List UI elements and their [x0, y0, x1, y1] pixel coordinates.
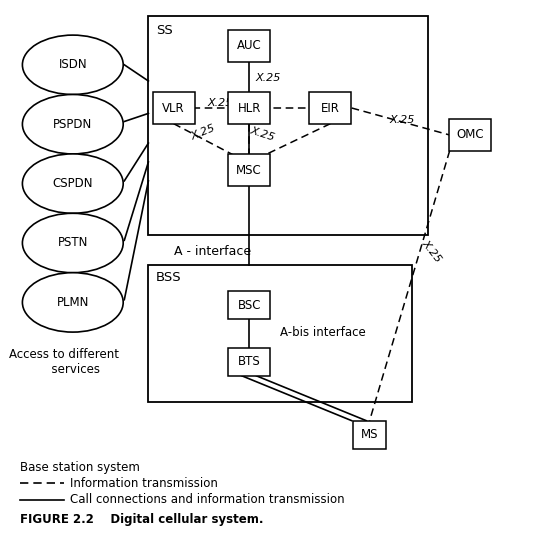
Text: BTS: BTS: [238, 355, 260, 368]
Text: PSTN: PSTN: [58, 237, 88, 249]
FancyBboxPatch shape: [309, 92, 352, 124]
Text: HLR: HLR: [237, 102, 261, 114]
FancyBboxPatch shape: [228, 348, 270, 376]
Text: A-bis interface: A-bis interface: [280, 326, 366, 339]
Text: Access to different
      services: Access to different services: [10, 348, 119, 376]
Text: EIR: EIR: [321, 102, 340, 114]
Text: MSC: MSC: [236, 164, 262, 177]
Text: Call connections and information transmission: Call connections and information transmi…: [70, 493, 344, 506]
Text: X.25: X.25: [256, 73, 281, 83]
FancyBboxPatch shape: [148, 16, 428, 235]
FancyBboxPatch shape: [228, 92, 270, 124]
Text: MS: MS: [361, 428, 379, 441]
Text: SS: SS: [156, 24, 172, 37]
Text: CSPDN: CSPDN: [53, 177, 93, 190]
FancyBboxPatch shape: [228, 30, 270, 62]
Ellipse shape: [22, 35, 123, 94]
Text: VLR: VLR: [162, 102, 185, 114]
FancyBboxPatch shape: [353, 421, 386, 449]
FancyBboxPatch shape: [228, 291, 270, 319]
Text: X.25: X.25: [419, 238, 443, 264]
Ellipse shape: [22, 154, 123, 213]
Ellipse shape: [22, 213, 123, 273]
Text: X.25: X.25: [190, 124, 217, 142]
Text: X.25: X.25: [207, 98, 233, 107]
Text: A - interface: A - interface: [174, 245, 251, 258]
Text: FIGURE 2.2    Digital cellular system.: FIGURE 2.2 Digital cellular system.: [20, 514, 263, 526]
FancyBboxPatch shape: [449, 119, 492, 151]
FancyBboxPatch shape: [148, 265, 412, 402]
Text: Information transmission: Information transmission: [70, 477, 218, 490]
FancyBboxPatch shape: [228, 154, 270, 186]
Text: ISDN: ISDN: [58, 58, 87, 71]
Text: X.25: X.25: [249, 125, 276, 143]
Text: X.25: X.25: [389, 115, 415, 125]
Text: PSPDN: PSPDN: [53, 118, 92, 131]
FancyBboxPatch shape: [152, 92, 195, 124]
Text: BSS: BSS: [156, 271, 181, 284]
Text: AUC: AUC: [237, 39, 262, 52]
Ellipse shape: [22, 273, 123, 332]
Text: PLMN: PLMN: [57, 296, 89, 309]
Text: OMC: OMC: [456, 129, 484, 141]
Ellipse shape: [22, 94, 123, 154]
Text: Base station system: Base station system: [20, 461, 139, 474]
Text: BSC: BSC: [237, 299, 261, 312]
